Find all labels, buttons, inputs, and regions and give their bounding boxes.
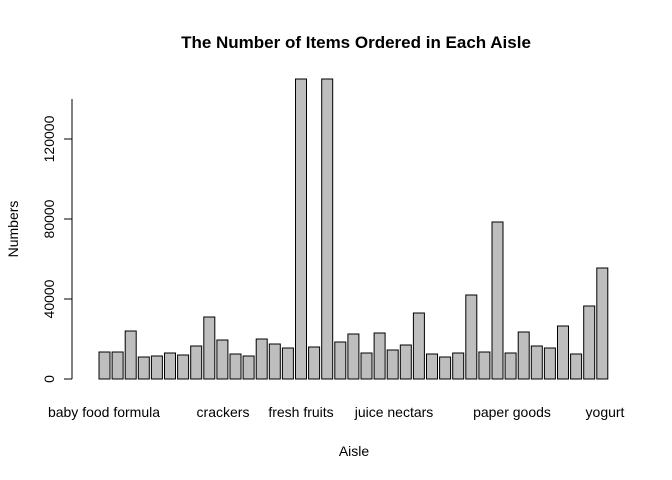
bar: [255, 338, 268, 380]
bar: [242, 355, 255, 380]
bar: [150, 355, 163, 380]
bar: [203, 316, 216, 380]
bar: [216, 339, 229, 380]
bar: [543, 347, 556, 380]
bars-group: [98, 78, 609, 380]
bar: [334, 341, 347, 380]
bar: [399, 344, 412, 380]
bar: [295, 78, 307, 380]
bar: [517, 331, 530, 380]
bar: [504, 352, 517, 380]
bar: [268, 343, 281, 380]
bar: [137, 356, 150, 380]
bar: [373, 332, 386, 380]
bar: [386, 349, 399, 380]
x-axis-labels: baby food formula crackers fresh fruits jui…: [48, 404, 625, 420]
bar: [164, 352, 176, 380]
bar: [530, 345, 543, 380]
bar: [321, 78, 334, 380]
bar: [360, 352, 373, 380]
x-category-label: fresh fruits: [268, 404, 333, 420]
y-tick-label: 40000: [41, 279, 57, 318]
bar: [491, 221, 504, 380]
y-axis-title: Numbers: [5, 201, 21, 258]
bar: [596, 267, 609, 380]
x-category-label: juice nectars: [354, 404, 434, 420]
bar: [452, 352, 465, 380]
y-axis-ticks: 0 40000 80000 120000: [41, 115, 72, 383]
bar: [347, 333, 360, 380]
bar: [190, 345, 203, 380]
x-category-label: paper goods: [473, 404, 551, 420]
bar: [570, 353, 583, 380]
x-category-label: baby food formula: [48, 404, 160, 420]
bar: [557, 325, 569, 380]
y-tick-label: 120000: [41, 115, 57, 162]
bar: [111, 351, 124, 380]
bar: [229, 353, 242, 380]
bar: [98, 351, 111, 380]
bar: [465, 294, 478, 380]
x-category-label: yogurt: [586, 404, 625, 420]
x-axis-title: Aisle: [339, 443, 370, 459]
chart-title: The Number of Items Ordered in Each Aisl…: [181, 33, 531, 52]
bar: [281, 347, 294, 380]
bar: [426, 353, 438, 380]
y-tick-label: 80000: [41, 199, 57, 238]
y-tick-label: 0: [41, 375, 57, 383]
bar: [412, 312, 425, 380]
bar: [177, 354, 190, 380]
x-category-label: crackers: [197, 404, 250, 420]
bar: [124, 330, 137, 380]
bar: [583, 305, 596, 380]
bar: [478, 351, 491, 380]
bar: [308, 346, 321, 380]
bar: [439, 356, 452, 380]
